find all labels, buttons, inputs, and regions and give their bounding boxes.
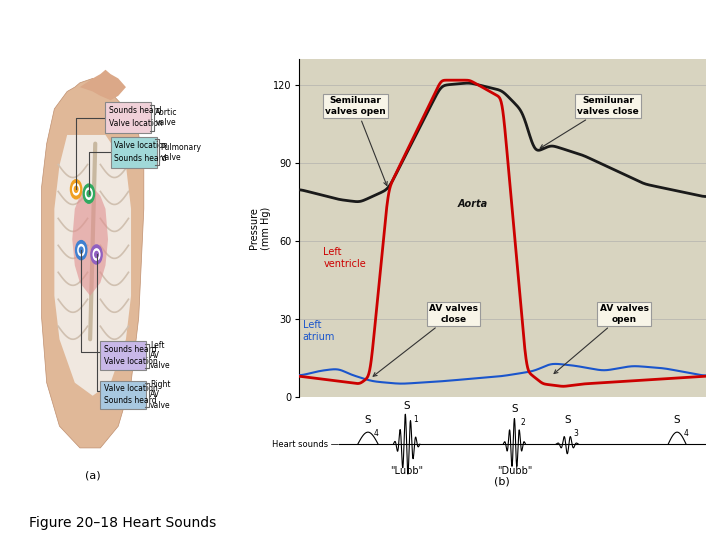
Circle shape (84, 184, 94, 203)
Text: S: S (403, 401, 410, 410)
Text: S: S (364, 415, 372, 426)
Circle shape (79, 247, 83, 253)
Text: AV valves
close: AV valves close (373, 304, 478, 376)
Text: Valve location: Valve location (114, 140, 168, 150)
Text: Semilunar
valves open: Semilunar valves open (325, 97, 387, 185)
Text: (b): (b) (495, 477, 510, 487)
Text: S: S (674, 415, 680, 426)
Text: Pulmonary
valve: Pulmonary valve (161, 143, 202, 162)
Text: Figure 20–18 Heart Sounds: Figure 20–18 Heart Sounds (29, 516, 216, 530)
Circle shape (95, 252, 99, 258)
Text: "Lubb": "Lubb" (390, 467, 423, 476)
Text: S: S (564, 415, 571, 426)
FancyBboxPatch shape (111, 137, 157, 167)
Circle shape (91, 245, 102, 264)
Text: Left
ventricle: Left ventricle (323, 247, 366, 269)
Circle shape (87, 191, 91, 197)
Polygon shape (72, 187, 108, 296)
Text: 3: 3 (573, 429, 578, 438)
Text: "Dubb": "Dubb" (497, 467, 532, 476)
Text: Aortic
valve: Aortic valve (156, 108, 178, 127)
Text: 4: 4 (374, 429, 379, 438)
Text: Valve location: Valve location (109, 119, 163, 128)
Text: Heart sounds —: Heart sounds — (272, 440, 340, 449)
FancyBboxPatch shape (100, 341, 146, 370)
Text: (a): (a) (85, 470, 101, 481)
Text: Valve location: Valve location (104, 384, 158, 393)
FancyBboxPatch shape (105, 103, 151, 133)
Text: Sounds heard: Sounds heard (114, 154, 167, 163)
Text: S: S (511, 404, 518, 414)
Text: Sounds heard: Sounds heard (104, 345, 157, 354)
Polygon shape (42, 78, 144, 448)
Text: Semilunar
valves close: Semilunar valves close (540, 97, 639, 148)
FancyBboxPatch shape (100, 381, 146, 409)
Y-axis label: Pressure
(mm Hg): Pressure (mm Hg) (249, 206, 271, 250)
Text: Valve location: Valve location (104, 357, 158, 366)
Text: Aorta: Aorta (457, 199, 487, 210)
Circle shape (73, 184, 79, 195)
Text: Sounds heard: Sounds heard (109, 106, 162, 115)
Text: The Cardiac Cycle: The Cardiac Cycle (208, 14, 512, 43)
Polygon shape (55, 135, 131, 396)
Text: 4: 4 (683, 429, 688, 438)
Text: 1: 1 (413, 415, 418, 424)
Text: Left
AV
valve: Left AV valve (150, 341, 171, 370)
Circle shape (86, 188, 92, 199)
Text: AV valves
open: AV valves open (554, 304, 649, 374)
Circle shape (76, 241, 87, 260)
Text: Right
AV
valve: Right AV valve (150, 380, 171, 409)
Circle shape (93, 249, 100, 260)
Circle shape (71, 180, 81, 199)
Text: Sounds heard: Sounds heard (104, 396, 157, 405)
Text: Left
atrium: Left atrium (303, 320, 336, 342)
Circle shape (78, 245, 84, 256)
Text: 2: 2 (521, 418, 526, 427)
Circle shape (74, 186, 78, 192)
Polygon shape (80, 70, 126, 100)
